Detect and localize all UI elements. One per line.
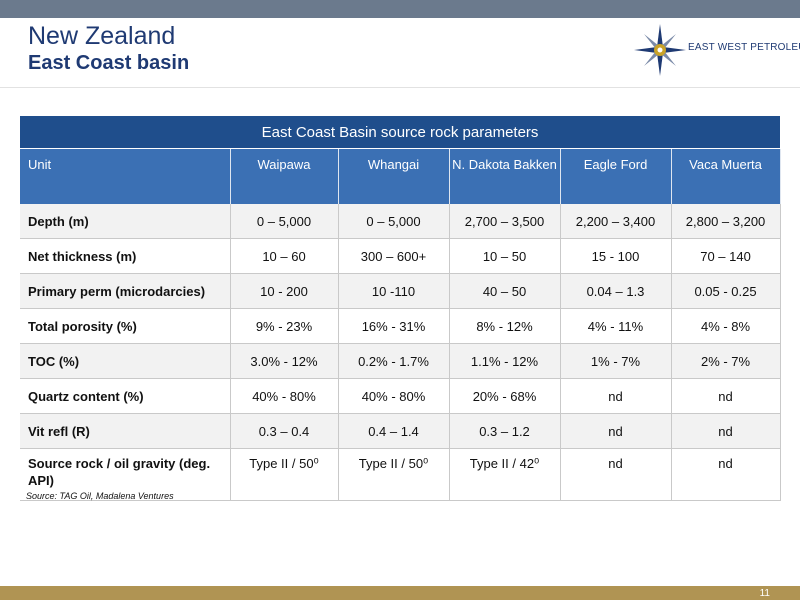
table-cell: 4% - 8% — [671, 308, 781, 344]
table-cell: 0.05 - 0.25 — [671, 273, 781, 309]
table-cell: nd — [560, 448, 672, 501]
table-cell: Type II / 50⁰ — [338, 448, 450, 501]
title-block: New Zealand East Coast basin — [28, 22, 189, 76]
table-cell: 40% - 80% — [338, 378, 450, 414]
column-header: Waipawa — [230, 148, 339, 204]
header-divider — [0, 87, 800, 88]
page-subtitle: East Coast basin — [28, 52, 190, 74]
table-row: Quartz content (%) 40% - 80% 40% - 80% 2… — [20, 378, 781, 414]
table-row: Primary perm (microdarcies) 10 - 200 10 … — [20, 273, 781, 309]
row-label: TOC (%) — [20, 343, 231, 379]
table-cell: 0.3 – 1.2 — [449, 413, 561, 449]
table-cell: 1% - 7% — [560, 343, 672, 379]
table-cell: 4% - 11% — [560, 308, 672, 344]
column-header: Unit — [20, 148, 231, 204]
row-label: Net thickness (m) — [20, 238, 231, 274]
row-label: Source rock / oil gravity (deg. API) — [20, 448, 231, 501]
table-row: Vit refl (R) 0.3 – 0.4 0.4 – 1.4 0.3 – 1… — [20, 413, 781, 449]
page-title: New Zealand — [28, 22, 176, 50]
table-cell: 8% - 12% — [449, 308, 561, 344]
table-row: Net thickness (m) 10 – 60 300 – 600+ 10 … — [20, 238, 781, 274]
table-cell: Type II / 42⁰ — [449, 448, 561, 501]
table-cell: 40 – 50 — [449, 273, 561, 309]
table-cell: 9% - 23% — [230, 308, 339, 344]
table-cell: nd — [671, 448, 781, 501]
column-header: Eagle Ford — [560, 148, 672, 204]
row-label: Total porosity (%) — [20, 308, 231, 344]
table-cell: 1.1% - 12% — [449, 343, 561, 379]
company-logo: EAST WEST PETROLEUM — [632, 22, 800, 78]
table-cell: 0.04 – 1.3 — [560, 273, 672, 309]
table-row: Depth (m) 0 – 5,000 0 – 5,000 2,700 – 3,… — [20, 204, 781, 239]
table-cell: 10 -110 — [338, 273, 450, 309]
table-cell: 16% - 31% — [338, 308, 450, 344]
row-label: Depth (m) — [20, 204, 231, 239]
table-cell: nd — [560, 378, 672, 414]
bottom-bar — [0, 586, 800, 600]
logo-text: EAST WEST PETROLEUM — [688, 42, 800, 53]
table-title: East Coast Basin source rock parameters — [20, 116, 781, 149]
table-header-row: Unit Waipawa Whangai N. Dakota Bakken Ea… — [20, 148, 781, 204]
source-rock-table: East Coast Basin source rock parameters … — [20, 116, 781, 501]
row-label: Primary perm (microdarcies) — [20, 273, 231, 309]
table-cell: 70 – 140 — [671, 238, 781, 274]
table-cell: 2,800 – 3,200 — [671, 204, 781, 239]
compass-star-icon — [634, 24, 686, 76]
table-cell: 0 – 5,000 — [230, 204, 339, 239]
page-number: 11 — [759, 588, 770, 599]
column-header: N. Dakota Bakken — [449, 148, 561, 204]
table-cell: 10 – 50 — [449, 238, 561, 274]
column-header: Vaca Muerta — [671, 148, 781, 204]
table-row: Source rock / oil gravity (deg. API) Typ… — [20, 448, 781, 501]
table-cell: nd — [560, 413, 672, 449]
column-header: Whangai — [338, 148, 450, 204]
table-cell: 2,700 – 3,500 — [449, 204, 561, 239]
table-cell: 0.3 – 0.4 — [230, 413, 339, 449]
table-cell: 3.0% - 12% — [230, 343, 339, 379]
table-cell: 0.4 – 1.4 — [338, 413, 450, 449]
table-cell: 10 – 60 — [230, 238, 339, 274]
table-cell: 20% - 68% — [449, 378, 561, 414]
table-cell: 0.2% - 1.7% — [338, 343, 450, 379]
table-cell: 2,200 – 3,400 — [560, 204, 672, 239]
row-label: Vit refl (R) — [20, 413, 231, 449]
table-cell: 300 – 600+ — [338, 238, 450, 274]
table-cell: 2% - 7% — [671, 343, 781, 379]
source-note: Source: TAG Oil, Madalena Ventures — [26, 491, 174, 501]
table-cell: 10 - 200 — [230, 273, 339, 309]
top-bar — [0, 0, 800, 18]
table-cell: nd — [671, 378, 781, 414]
table-row: TOC (%) 3.0% - 12% 0.2% - 1.7% 1.1% - 12… — [20, 343, 781, 379]
table-row: Total porosity (%) 9% - 23% 16% - 31% 8%… — [20, 308, 781, 344]
table-cell: 15 - 100 — [560, 238, 672, 274]
table-cell: Type II / 50⁰ — [230, 448, 339, 501]
table-cell: nd — [671, 413, 781, 449]
row-label: Quartz content (%) — [20, 378, 231, 414]
table-cell: 0 – 5,000 — [338, 204, 450, 239]
table-cell: 40% - 80% — [230, 378, 339, 414]
